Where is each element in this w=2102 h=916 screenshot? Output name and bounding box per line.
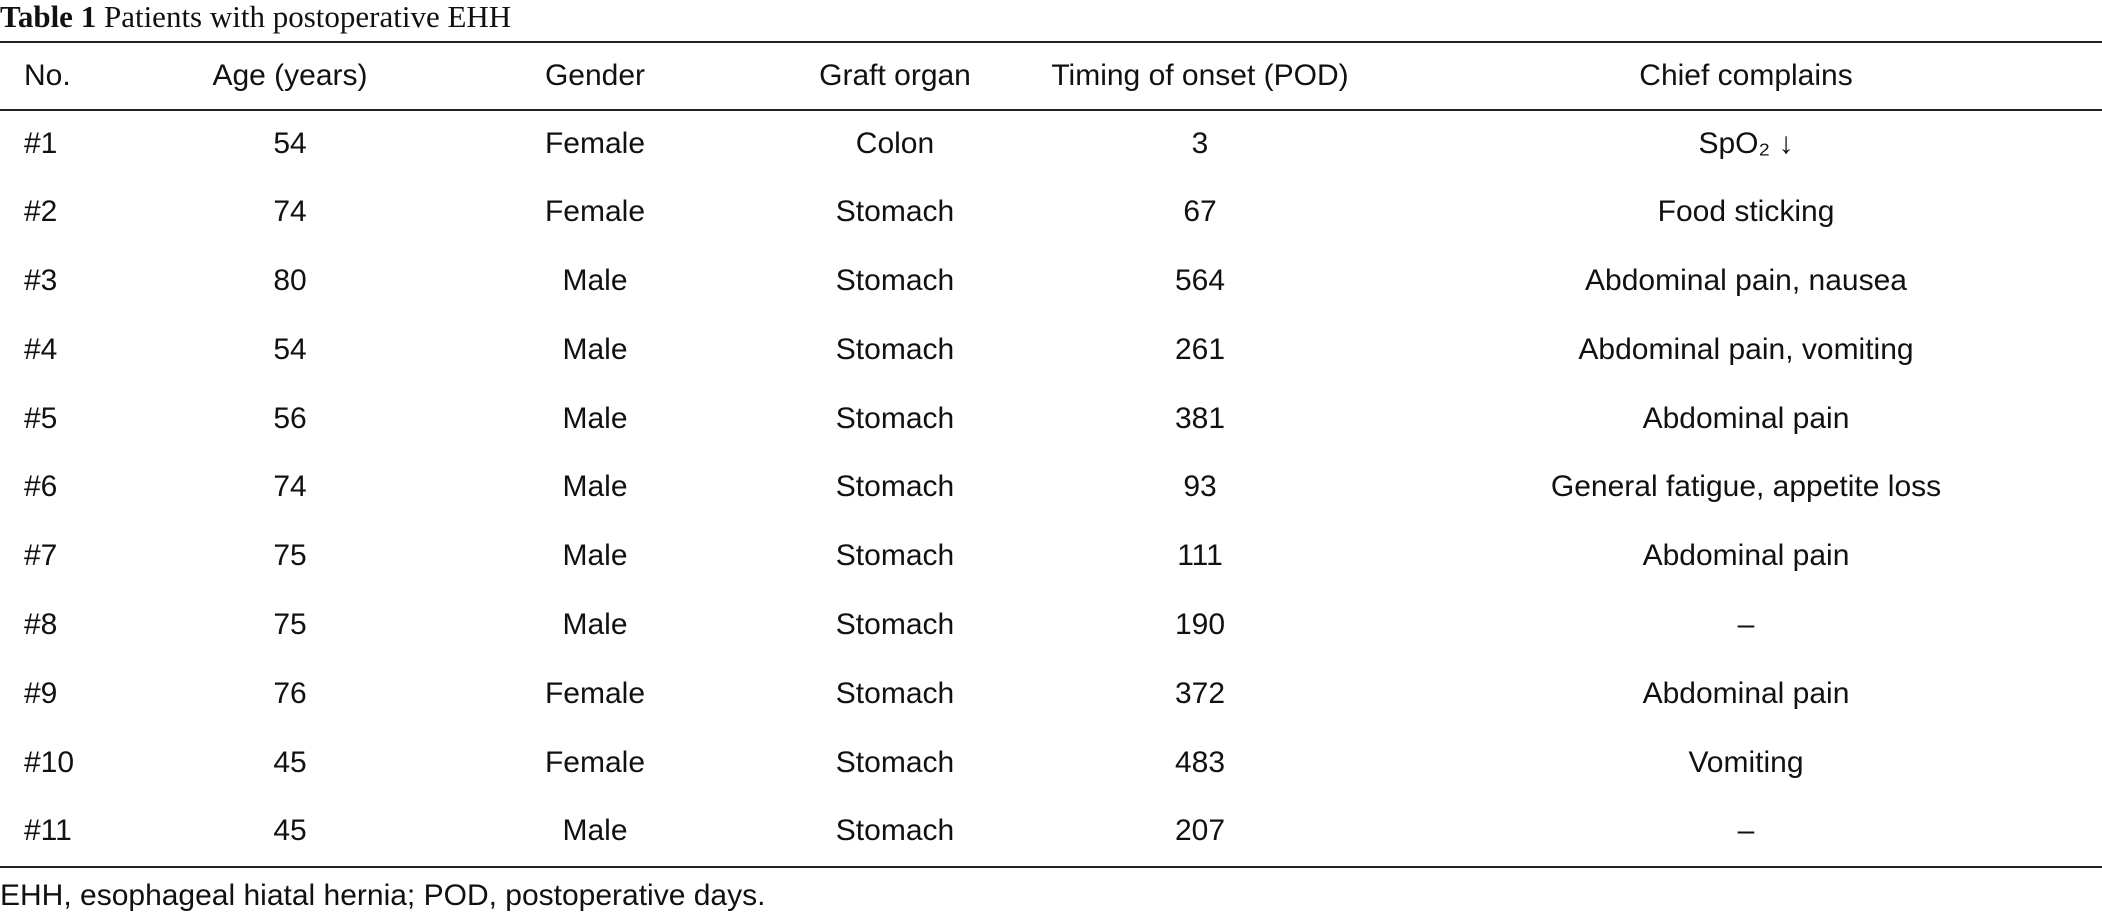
- table-bottom-rule: [0, 866, 2102, 868]
- cell-graft-organ: Stomach: [835, 814, 955, 848]
- cell-gender: Male: [562, 539, 628, 573]
- cell-timing-of-onset: 190: [1174, 607, 1226, 641]
- cell-graft-organ: Stomach: [835, 607, 955, 641]
- table-row: #8 75 Male Stomach 190 –: [0, 591, 2102, 660]
- cell-chief-complains: Vomiting: [1688, 745, 1804, 779]
- cell-timing-of-onset: 381: [1174, 401, 1226, 435]
- cell-chief-complains: Abdominal pain, nausea: [1585, 263, 1907, 297]
- table-header-row: No. Age (years) Gender Graft organ Timin…: [0, 43, 2102, 109]
- table-row: #6 74 Male Stomach 93 General fatigue, appeti…: [0, 453, 2102, 522]
- cell-gender: Male: [562, 470, 628, 504]
- cell-no: #3: [24, 263, 58, 297]
- header-age: Age (years): [212, 59, 368, 92]
- cell-gender: Female: [544, 195, 646, 229]
- cell-chief-complains: General fatigue, appetite loss: [1550, 470, 1942, 504]
- table-body: #1 54 Female Colon 3 SpO₂ ↓ #2 74 Female Stomach 6…: [0, 109, 2102, 866]
- cell-chief-complains: Abdominal pain: [1642, 676, 1850, 710]
- cell-chief-complains: Abdominal pain: [1642, 401, 1850, 435]
- cell-timing-of-onset: 261: [1174, 332, 1226, 366]
- table-row: #7 75 Male Stomach 111 Abdominal pain: [0, 522, 2102, 591]
- cell-no: #7: [24, 539, 58, 573]
- cell-chief-complains: –: [1737, 607, 1755, 641]
- patients-table: No. Age (years) Gender Graft organ Timin…: [0, 43, 2102, 866]
- cell-gender: Male: [562, 607, 628, 641]
- cell-no: #1: [24, 127, 58, 161]
- cell-no: #10: [24, 745, 75, 779]
- header-timing-of-onset: Timing of onset (POD): [1051, 59, 1349, 92]
- cell-graft-organ: Colon: [855, 127, 935, 161]
- cell-timing-of-onset: 67: [1183, 195, 1217, 229]
- cell-age: 74: [273, 470, 307, 504]
- table-caption-label: Table 1: [0, 0, 97, 34]
- cell-timing-of-onset: 564: [1174, 263, 1226, 297]
- cell-graft-organ: Stomach: [835, 539, 955, 573]
- cell-no: #6: [24, 470, 58, 504]
- cell-timing-of-onset: 3: [1191, 127, 1209, 161]
- cell-graft-organ: Stomach: [835, 745, 955, 779]
- table-row: #1 54 Female Colon 3 SpO₂ ↓: [0, 109, 2102, 178]
- cell-gender: Male: [562, 401, 628, 435]
- cell-age: 76: [273, 676, 307, 710]
- cell-graft-organ: Stomach: [835, 401, 955, 435]
- cell-timing-of-onset: 111: [1177, 539, 1223, 573]
- cell-no: #2: [24, 195, 58, 229]
- table-row: #10 45 Female Stomach 483 Vomiting: [0, 728, 2102, 797]
- cell-timing-of-onset: 372: [1174, 676, 1226, 710]
- cell-no: #5: [24, 401, 58, 435]
- cell-chief-complains: Food sticking: [1657, 195, 1835, 229]
- table-caption: Table 1 Patients with postoperative EHH: [0, 0, 511, 38]
- cell-age: 74: [273, 195, 307, 229]
- cell-timing-of-onset: 483: [1174, 745, 1226, 779]
- header-chief-complains: Chief complains: [1639, 59, 1853, 92]
- header-graft-organ: Graft organ: [819, 59, 971, 92]
- cell-chief-complains: Abdominal pain: [1642, 539, 1850, 573]
- cell-timing-of-onset: 93: [1183, 470, 1217, 504]
- table-footnote: EHH, esophageal hiatal hernia; POD, post…: [0, 879, 766, 912]
- table-header-rule: [0, 109, 2102, 111]
- table-row: #9 76 Female Stomach 372 Abdominal pain: [0, 659, 2102, 728]
- cell-no: #8: [24, 607, 58, 641]
- table-row: #2 74 Female Stomach 67 Food sticking: [0, 178, 2102, 247]
- cell-graft-organ: Stomach: [835, 195, 955, 229]
- cell-gender: Male: [562, 263, 628, 297]
- cell-age: 75: [273, 607, 307, 641]
- table-caption-title: Patients with postoperative EHH: [103, 0, 512, 34]
- cell-age: 54: [273, 127, 307, 161]
- cell-age: 75: [273, 539, 307, 573]
- header-gender: Gender: [544, 59, 646, 92]
- cell-gender: Male: [562, 332, 628, 366]
- cell-graft-organ: Stomach: [835, 676, 955, 710]
- table-row: #5 56 Male Stomach 381 Abdominal pain: [0, 384, 2102, 453]
- cell-no: #11: [24, 814, 72, 848]
- cell-no: #4: [24, 332, 58, 366]
- cell-graft-organ: Stomach: [835, 470, 955, 504]
- cell-gender: Female: [544, 676, 646, 710]
- cell-gender: Male: [562, 814, 628, 848]
- cell-chief-complains: –: [1737, 814, 1755, 848]
- cell-gender: Female: [544, 745, 646, 779]
- cell-timing-of-onset: 207: [1174, 814, 1226, 848]
- cell-age: 80: [273, 263, 307, 297]
- cell-age: 54: [273, 332, 307, 366]
- table-top-rule: [0, 41, 2102, 43]
- cell-graft-organ: Stomach: [835, 263, 955, 297]
- cell-age: 45: [273, 814, 307, 848]
- table-row: #3 80 Male Stomach 564 Abdominal pain, nausea: [0, 247, 2102, 316]
- cell-no: #9: [24, 676, 58, 710]
- header-no: No.: [24, 59, 71, 92]
- cell-age: 56: [273, 401, 307, 435]
- cell-gender: Female: [544, 127, 646, 161]
- cell-chief-complains: Abdominal pain, vomiting: [1578, 332, 1914, 366]
- cell-age: 45: [273, 745, 307, 779]
- cell-chief-complains: SpO₂ ↓: [1698, 127, 1794, 161]
- table-row: #11 45 Male Stomach 207 –: [0, 797, 2102, 866]
- table-row: #4 54 Male Stomach 261 Abdominal pain, vomiti…: [0, 315, 2102, 384]
- cell-graft-organ: Stomach: [835, 332, 955, 366]
